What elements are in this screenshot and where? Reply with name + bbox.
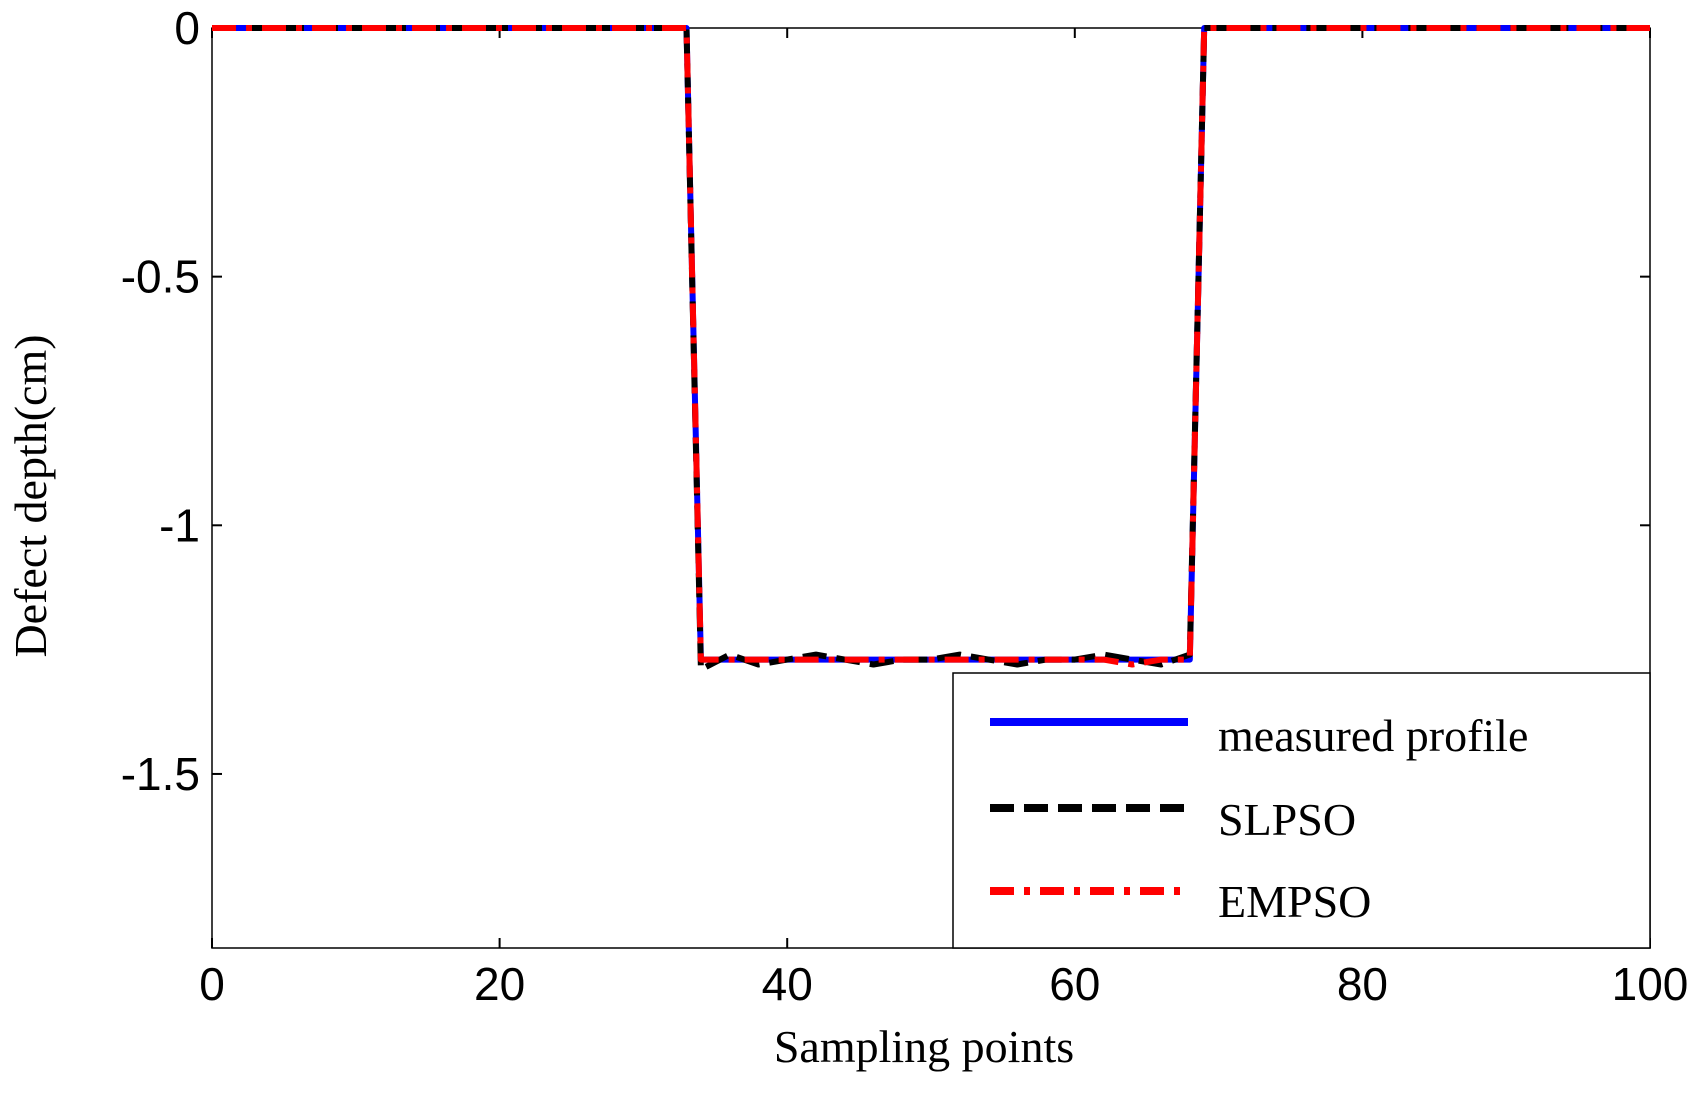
series-lines [212, 25, 1650, 673]
x-axis-label: Sampling points [774, 1021, 1074, 1072]
y-tick-labels: 0 -0.5 -1 -1.5 [121, 2, 200, 800]
y-axis-label: Defect depth(cm) [5, 334, 56, 657]
x-tick-label: 100 [1612, 958, 1689, 1010]
legend-label-measured-profile: measured profile [1218, 710, 1528, 761]
legend-label-empso: EMPSO [1218, 876, 1371, 927]
legend-label-slpso: SLPSO [1218, 794, 1356, 845]
x-tick-label: 40 [762, 958, 813, 1010]
y-tick-label: -1 [159, 499, 200, 551]
x-tick-labels: 0 20 40 60 80 100 [199, 958, 1688, 1010]
y-tick-label: -0.5 [121, 251, 200, 303]
x-tick-label: 0 [199, 958, 225, 1010]
x-tick-label: 20 [474, 958, 525, 1010]
x-tick-label: 80 [1337, 958, 1388, 1010]
y-tick-label: 0 [174, 2, 200, 54]
series-line-empso [212, 25, 1650, 668]
legend: measured profile SLPSO EMPSO [952, 672, 1651, 949]
x-tick-label: 60 [1049, 958, 1100, 1010]
y-tick-label: -1.5 [121, 748, 200, 800]
